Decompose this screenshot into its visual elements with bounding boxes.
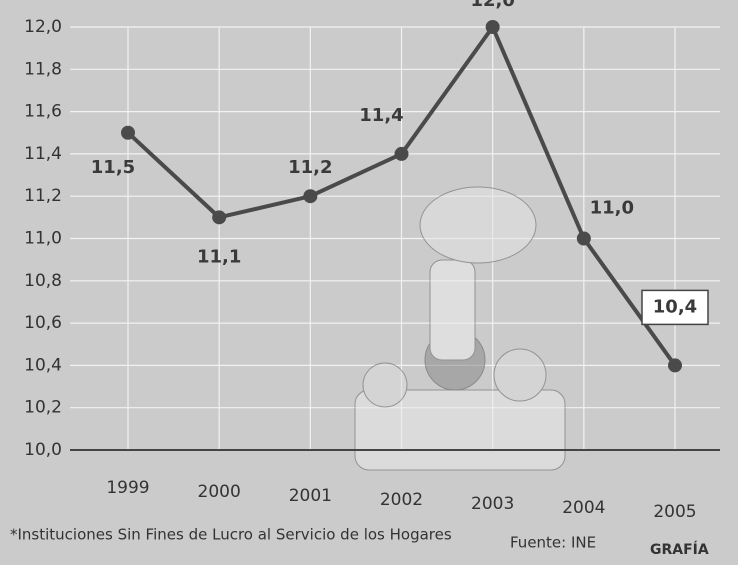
- y-tick-label: 11,4: [24, 144, 62, 164]
- value-label: 11,1: [197, 246, 241, 267]
- y-tick-label: 10,4: [24, 355, 62, 375]
- value-label: 11,5: [91, 157, 135, 178]
- x-tick-label: 2005: [653, 502, 696, 522]
- footnote: *Instituciones Sin Fines de Lucro al Ser…: [10, 526, 452, 544]
- x-tick-label: 2003: [471, 494, 514, 514]
- x-tick-label: 2004: [562, 498, 605, 518]
- point: [486, 20, 500, 34]
- point: [668, 358, 682, 372]
- value-label: 10,4: [653, 296, 697, 317]
- x-tick-label: 2000: [198, 482, 241, 502]
- value-label: 11,4: [359, 105, 403, 126]
- point: [395, 147, 409, 161]
- chart: *Instituciones Sin Fines de Lucro al Ser…: [0, 0, 738, 565]
- y-tick-label: 10,6: [24, 313, 62, 333]
- value-label: 11,2: [288, 157, 332, 178]
- y-tick-label: 11,0: [24, 229, 62, 249]
- value-label: 12,0: [470, 0, 514, 11]
- point: [577, 232, 591, 246]
- x-tick-label: 2002: [380, 490, 423, 510]
- y-tick-label: 10,0: [24, 440, 62, 460]
- point: [121, 126, 135, 140]
- y-tick-label: 11,2: [24, 186, 62, 206]
- y-tick-label: 10,2: [24, 398, 62, 418]
- y-tick-label: 11,8: [24, 59, 62, 79]
- y-tick-label: 12,0: [24, 17, 62, 37]
- y-tick-label: 11,6: [24, 102, 62, 122]
- value-label: 11,0: [590, 198, 634, 219]
- point: [212, 210, 226, 224]
- credit: GRAFÍA: [650, 541, 709, 558]
- point: [303, 189, 317, 203]
- x-tick-label: 2001: [289, 486, 332, 506]
- source: Fuente: INE: [510, 534, 596, 552]
- x-tick-label: 1999: [106, 478, 149, 498]
- y-tick-label: 10,8: [24, 271, 62, 291]
